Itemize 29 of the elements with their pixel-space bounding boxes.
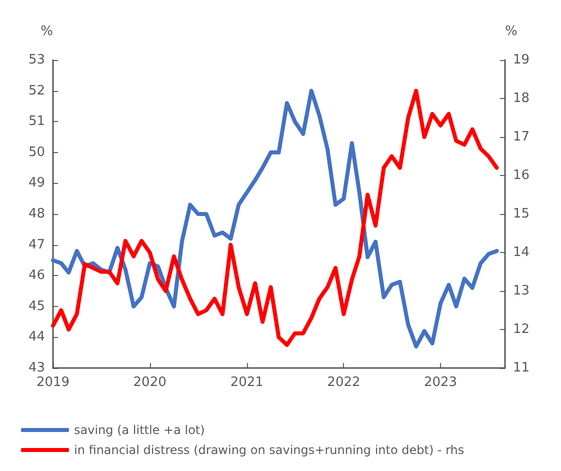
y-tick-label: 50 [28, 144, 45, 160]
x-tick-label: 2020 [133, 375, 166, 390]
x-tick-label: 2021 [230, 375, 264, 390]
y2-tick-label: 15 [513, 206, 530, 222]
y2-tick-label: 14 [513, 245, 530, 260]
y-tick-label: 46 [28, 268, 45, 284]
y2-axis-title: % [505, 24, 518, 39]
x-tick-label: 2023 [424, 375, 458, 390]
legend-label: saving (a little +a lot) [74, 423, 205, 437]
y-tick-label: 52 [28, 83, 45, 98]
y-tick-label: 43 [28, 360, 45, 376]
y2-tick-label: 12 [513, 322, 530, 337]
y-tick-label: 44 [28, 330, 45, 345]
y-tick-label: 49 [28, 176, 45, 191]
y-tick-label: 48 [28, 206, 45, 222]
y2-tick-label: 17 [513, 130, 530, 144]
x-tick-label: 2022 [327, 375, 360, 390]
x-tick-label: 2019 [36, 375, 70, 390]
y-tick-label: 53 [28, 52, 45, 68]
y2-tick-label: 18 [513, 91, 530, 106]
y2-tick-label: 19 [513, 52, 530, 68]
y2-tick-label: 11 [513, 360, 530, 376]
y-tick-label: 51 [28, 114, 45, 130]
y2-tick-label: 16 [513, 168, 530, 183]
y2-tick-label: 13 [513, 284, 530, 298]
legend-label: in financial distress (drawing on savings+running into debt) - rhs [74, 443, 464, 457]
y-tick-label: 45 [28, 298, 45, 314]
y-axis-title: % [40, 24, 53, 39]
y-tick-label: 47 [28, 237, 45, 252]
